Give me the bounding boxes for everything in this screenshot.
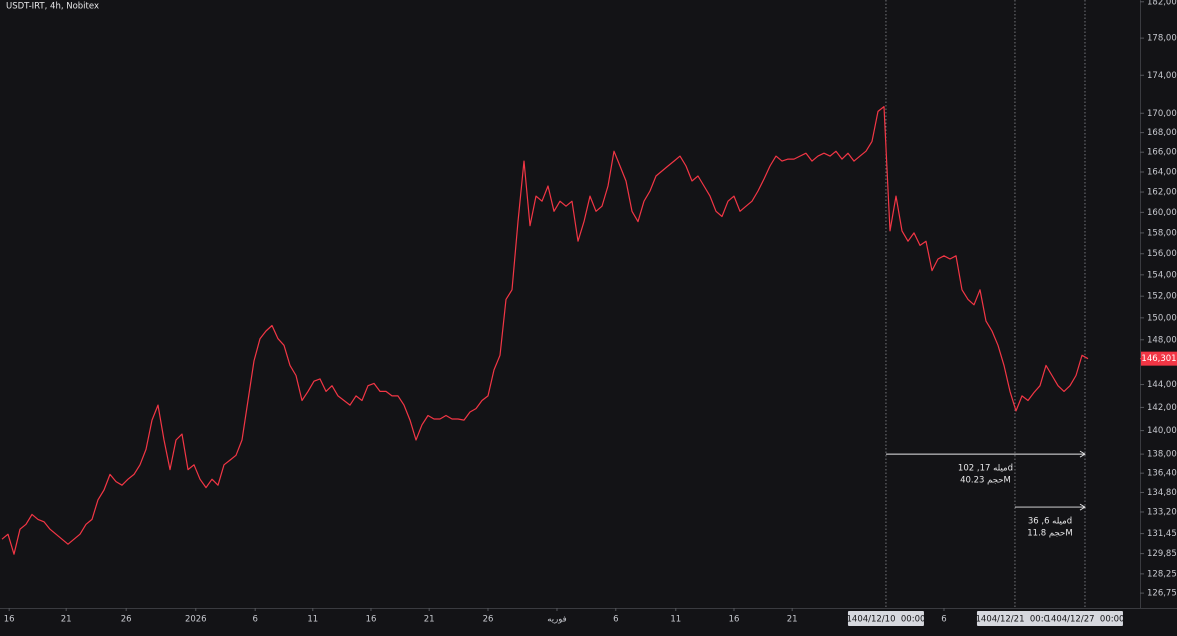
- x-tick-label: 11: [307, 615, 318, 625]
- y-tick-label: 136,400: [1147, 469, 1177, 479]
- y-tick-label: 158,000: [1147, 228, 1177, 238]
- x-tick-label: 11: [670, 615, 681, 625]
- y-tick-label: 166,000: [1147, 148, 1177, 158]
- measure-text: حجم 40.23M: [960, 476, 1011, 486]
- y-tick-label: 182,000: [1147, 0, 1177, 7]
- y-tick-label: 152,000: [1147, 292, 1177, 302]
- y-tick-label: 174,000: [1147, 71, 1177, 81]
- x-tick-label: 16: [366, 615, 377, 625]
- x-tick-label: 16: [4, 615, 15, 625]
- x-tick-label: 6: [613, 615, 618, 625]
- y-tick-label: 148,000: [1147, 335, 1177, 345]
- y-tick-label: 170,000: [1147, 109, 1177, 119]
- x-tick-label: 2026: [185, 615, 207, 625]
- y-tick-label: 178,000: [1147, 34, 1177, 44]
- y-tick-label: 144,000: [1147, 380, 1177, 390]
- y-tick-label: 138,000: [1147, 450, 1177, 460]
- measure-text: 102 ,میله 17d: [958, 464, 1013, 474]
- y-tick-label: 164,000: [1147, 168, 1177, 178]
- x-tick-label: 21: [61, 615, 72, 625]
- x-tick-label: فوریه: [547, 615, 566, 625]
- y-tick-label: 129,850: [1147, 549, 1177, 559]
- x-tick-label: 21: [787, 615, 798, 625]
- marker-label-box: [847, 611, 924, 626]
- measure-text: حجم 11.8M: [1027, 529, 1072, 539]
- y-tick-label: 156,000: [1147, 249, 1177, 259]
- y-tick-label: 133,200: [1147, 507, 1177, 517]
- chart-title: USDT-IRT, 4h, Nobitex: [6, 2, 99, 12]
- x-tick-label: 16: [729, 615, 740, 625]
- marker-label: 1404/12/21 00:00: [976, 615, 1055, 625]
- price-line: [1, 106, 1089, 555]
- marker-label: 1404/12/10 00:00: [847, 615, 926, 625]
- x-tick-label: 21: [424, 615, 435, 625]
- measure-arrow: [1079, 450, 1086, 458]
- y-tick-label: 150,000: [1147, 313, 1177, 323]
- y-tick-label: 142,000: [1147, 403, 1177, 413]
- y-tick-label: 160,000: [1147, 208, 1177, 218]
- measure-arrow: [1079, 503, 1086, 511]
- last-price-box: [1141, 351, 1177, 366]
- y-tick-label: 134,800: [1147, 488, 1177, 498]
- x-tick-label: 26: [121, 615, 132, 625]
- y-tick-label: 162,000: [1147, 188, 1177, 198]
- y-tick-label: 168,000: [1147, 128, 1177, 138]
- y-tick-label: 154,000: [1147, 270, 1177, 280]
- marker-label: 1404/12/27 00:00: [1046, 615, 1125, 625]
- y-tick-label: 131,450: [1147, 529, 1177, 539]
- last-price-label: 146,301: [1141, 354, 1176, 364]
- x-tick-label: 6: [252, 615, 257, 625]
- x-tick-label: 6: [941, 615, 946, 625]
- y-tick-label: 126,750: [1147, 589, 1177, 599]
- measure-text: 36 ,میله 6d: [1028, 517, 1072, 527]
- y-tick-label: 140,000: [1147, 426, 1177, 436]
- x-tick-label: 26: [483, 615, 494, 625]
- marker-label-box: [976, 611, 1053, 626]
- marker-label-box: [1046, 611, 1123, 626]
- y-tick-label: 128,250: [1147, 569, 1177, 579]
